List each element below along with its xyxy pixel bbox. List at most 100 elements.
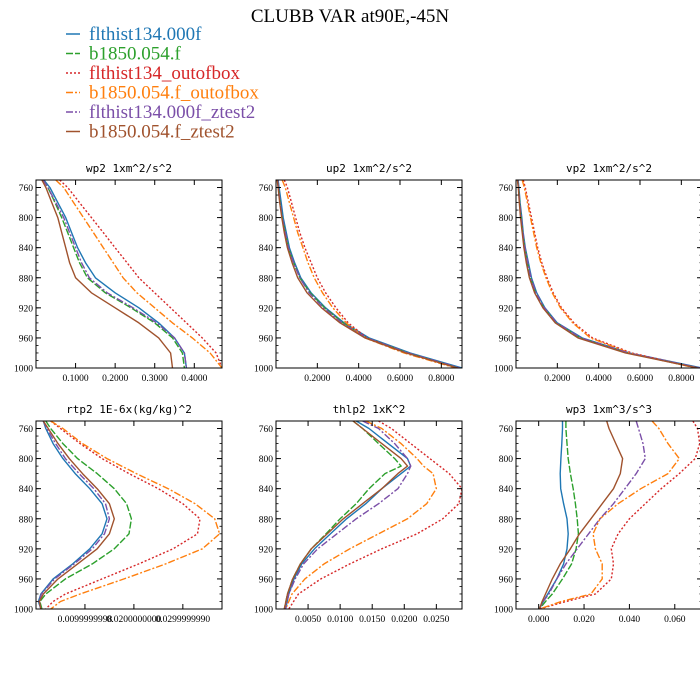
- legend-label: b1850.054.f: [89, 44, 182, 65]
- panel-title: up2 1xm^2/s^2: [326, 162, 412, 175]
- y-tick-label: 840: [499, 485, 514, 495]
- x-tick-label: 0.0100: [327, 615, 353, 625]
- x-tick-label: 0.8000: [668, 374, 694, 384]
- y-tick-label: 760: [19, 184, 34, 194]
- y-tick-label: 920: [19, 304, 34, 314]
- y-tick-label: 840: [19, 485, 34, 495]
- series-line: [45, 421, 201, 609]
- x-tick-label: 0.6000: [387, 374, 413, 384]
- legend-label: b1850.054.f_outofbox: [89, 83, 259, 104]
- series-group: [276, 180, 462, 368]
- series-line: [539, 421, 700, 609]
- legend-label: flthist134.000f_ztest2: [89, 102, 255, 123]
- x-tick-label: 0.0150: [359, 615, 385, 625]
- y-tick-label: 760: [259, 184, 274, 194]
- y-tick-label: 760: [499, 184, 514, 194]
- panel-title: vp2 1xm^2/s^2: [566, 162, 652, 175]
- series-line: [41, 180, 174, 368]
- y-tick-label: 960: [19, 575, 34, 585]
- x-tick-label: 0.2000: [304, 374, 330, 384]
- series-line: [284, 421, 437, 609]
- panel-2: up2 1xm^2/s^2 760 800 840 880 920 960 1000 0.200…: [254, 162, 463, 384]
- panel-title: wp2 1xm^2/s^2: [86, 162, 172, 175]
- y-tick-label: 960: [499, 575, 514, 585]
- series-line: [283, 421, 402, 609]
- x-tick-label: 0.2000: [102, 374, 128, 384]
- series-line: [277, 180, 462, 368]
- panel-title: thlp2 1xK^2: [333, 403, 406, 416]
- series-line: [39, 421, 133, 609]
- x-tick-label: 0.0200000000: [107, 615, 162, 625]
- y-tick-label: 800: [259, 214, 274, 224]
- x-tick-label: 0.040: [619, 615, 641, 625]
- y-tick-label: 880: [499, 515, 514, 525]
- x-tick-label: 0.3000: [142, 374, 168, 384]
- y-tick-label: 960: [259, 575, 274, 585]
- series-line: [277, 180, 461, 368]
- x-tick-label: 0.0099999998: [58, 615, 113, 625]
- x-tick-label: 0.0250: [423, 615, 449, 625]
- y-tick-label: 760: [499, 425, 514, 435]
- panel-5: thlp2 1xK^2 760 800 840 880 920 960 1000 0.0050 0…: [254, 403, 463, 625]
- y-tick-label: 840: [19, 244, 34, 254]
- series-line: [284, 421, 412, 609]
- x-tick-label: 0.020: [573, 615, 595, 625]
- y-tick-label: 800: [499, 455, 514, 465]
- series-line: [38, 421, 116, 609]
- y-tick-label: 840: [499, 244, 514, 254]
- series-line: [42, 180, 188, 368]
- y-tick-label: 880: [499, 274, 514, 284]
- y-tick-label: 800: [499, 214, 514, 224]
- plot-frame: [515, 179, 700, 369]
- y-tick-label: 880: [19, 515, 34, 525]
- series-line: [288, 421, 462, 609]
- series-group: [283, 421, 462, 609]
- series-line: [59, 180, 222, 368]
- plot-frame: [35, 179, 223, 369]
- x-tick-label: 0.060: [664, 615, 686, 625]
- x-tick-label: 0.4000: [346, 374, 372, 384]
- series-line: [517, 180, 700, 368]
- series-line: [283, 421, 409, 609]
- y-tick-label: 920: [19, 545, 34, 555]
- series-group: [37, 421, 221, 609]
- series-line: [538, 421, 624, 609]
- figure-title: CLUBB VAR at90E,-45N: [251, 6, 450, 27]
- series-line: [38, 421, 111, 609]
- panel-6: wp3 1xm^3/s^3 760 800 840 880 920 960 1000 0.000…: [494, 403, 700, 625]
- y-tick-label: 760: [19, 425, 34, 435]
- plot-frame: [275, 420, 463, 610]
- y-tick-label: 1000: [494, 606, 513, 616]
- y-tick-label: 880: [19, 274, 34, 284]
- series-line: [522, 180, 699, 368]
- y-tick-label: 960: [499, 334, 514, 344]
- x-tick-label: 0.4000: [181, 374, 207, 384]
- series-line: [277, 180, 459, 368]
- legend: flthist134.000fb1850.054.fflthist134_out…: [66, 24, 259, 143]
- plot-frame: [35, 420, 223, 610]
- y-tick-label: 800: [259, 455, 274, 465]
- x-tick-label: 0.4000: [586, 374, 612, 384]
- legend-label: flthist134_outofbox: [89, 63, 240, 84]
- x-tick-label: 0.0299999990: [156, 615, 211, 625]
- plot-frame: [275, 179, 463, 369]
- series-group: [516, 180, 700, 368]
- x-tick-label: 0.000: [528, 615, 550, 625]
- x-tick-label: 0.8000: [428, 374, 454, 384]
- series-line: [37, 421, 108, 609]
- panel-title: rtp2 1E-6x(kg/kg)^2: [66, 403, 192, 416]
- y-tick-label: 800: [19, 455, 34, 465]
- y-tick-label: 920: [259, 545, 274, 555]
- y-tick-label: 920: [499, 545, 514, 555]
- plot-frame: [515, 420, 700, 610]
- panels: wp2 1xm^2/s^2 760 800 840 880 920 960 1000 0.100…: [14, 162, 700, 625]
- y-tick-label: 920: [499, 304, 514, 314]
- series-line: [55, 180, 222, 368]
- y-tick-label: 1000: [14, 606, 33, 616]
- legend-label: b1850.054.f_ztest2: [89, 122, 235, 143]
- series-line: [50, 421, 221, 609]
- panel-1: wp2 1xm^2/s^2 760 800 840 880 920 960 1000 0.100…: [14, 162, 223, 384]
- panel-4: rtp2 1E-6x(kg/kg)^2 760 800 840 880 920 960 100…: [14, 403, 223, 625]
- y-tick-label: 1000: [254, 606, 273, 616]
